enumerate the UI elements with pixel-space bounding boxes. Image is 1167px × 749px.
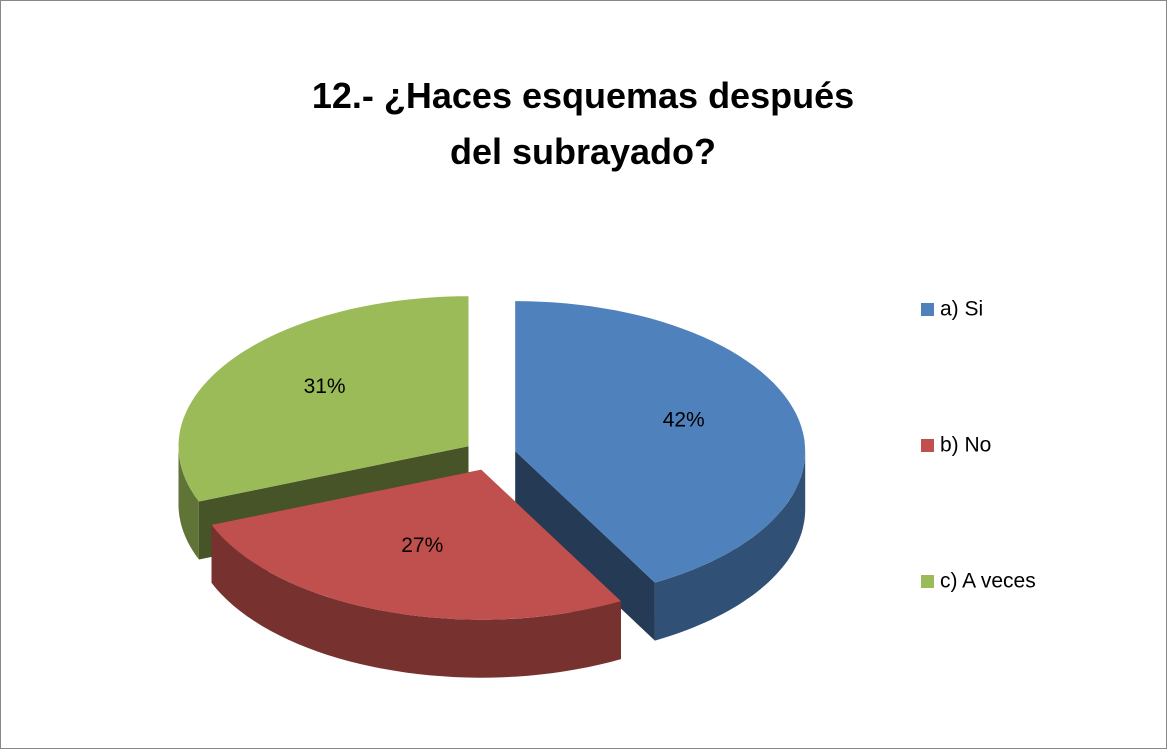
- slice-side: [515, 451, 655, 641]
- legend-swatch: [921, 575, 934, 588]
- legend-label: a) Si: [940, 298, 983, 321]
- chart-title: 12.- ¿Haces esquemas después del subraya…: [311, 75, 855, 172]
- legend-label: b) No: [940, 434, 991, 457]
- legend-swatch: [921, 303, 934, 316]
- slice: [178, 296, 469, 502]
- slice: [515, 301, 806, 583]
- legend-swatch: [921, 439, 934, 452]
- slice-side: [654, 451, 806, 641]
- slice-side: [178, 446, 199, 560]
- slice: [211, 469, 621, 620]
- data-label: 27%: [401, 534, 443, 557]
- data-label: 42%: [663, 408, 705, 431]
- legend-label: c) A veces: [940, 570, 1036, 593]
- slice-side: [211, 524, 621, 678]
- data-label: 31%: [304, 375, 346, 398]
